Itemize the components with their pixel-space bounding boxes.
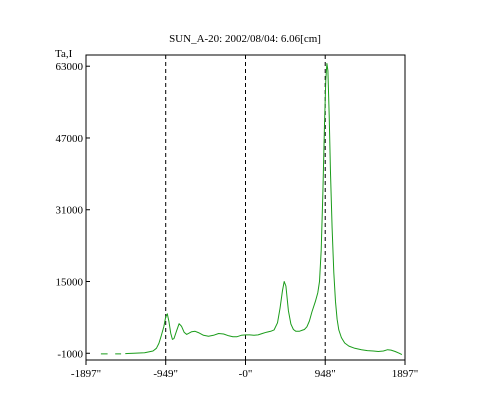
reference-lines bbox=[165, 55, 326, 360]
y-tick-label-0: -1000 bbox=[57, 348, 83, 360]
y-axis-ticks: -1000 15000 31000 47000 63000 bbox=[56, 61, 90, 360]
y-axis-label: Ta,I bbox=[55, 48, 73, 60]
x-tick-label-1: -949" bbox=[153, 368, 178, 380]
x-tick-label-4: 1897" bbox=[392, 368, 419, 380]
chart-title: SUN_A-20: 2002/08/04: 6.06[cm] bbox=[169, 33, 321, 45]
y-tick-label-3: 47000 bbox=[56, 133, 84, 145]
y-tick-label-2: 31000 bbox=[56, 205, 84, 217]
x-tick-label-2: -0" bbox=[239, 368, 253, 380]
x-tick-label-3: 948" bbox=[315, 368, 336, 380]
y-tick-label-1: 15000 bbox=[56, 277, 84, 289]
y-tick-label-4: 63000 bbox=[56, 61, 84, 73]
x-tick-label-0: -1897" bbox=[71, 368, 101, 380]
series-group bbox=[100, 63, 403, 356]
x-axis-ticks: -1897" -949" -0" 948" 1897" bbox=[71, 360, 418, 380]
series-line-0 bbox=[100, 63, 403, 356]
